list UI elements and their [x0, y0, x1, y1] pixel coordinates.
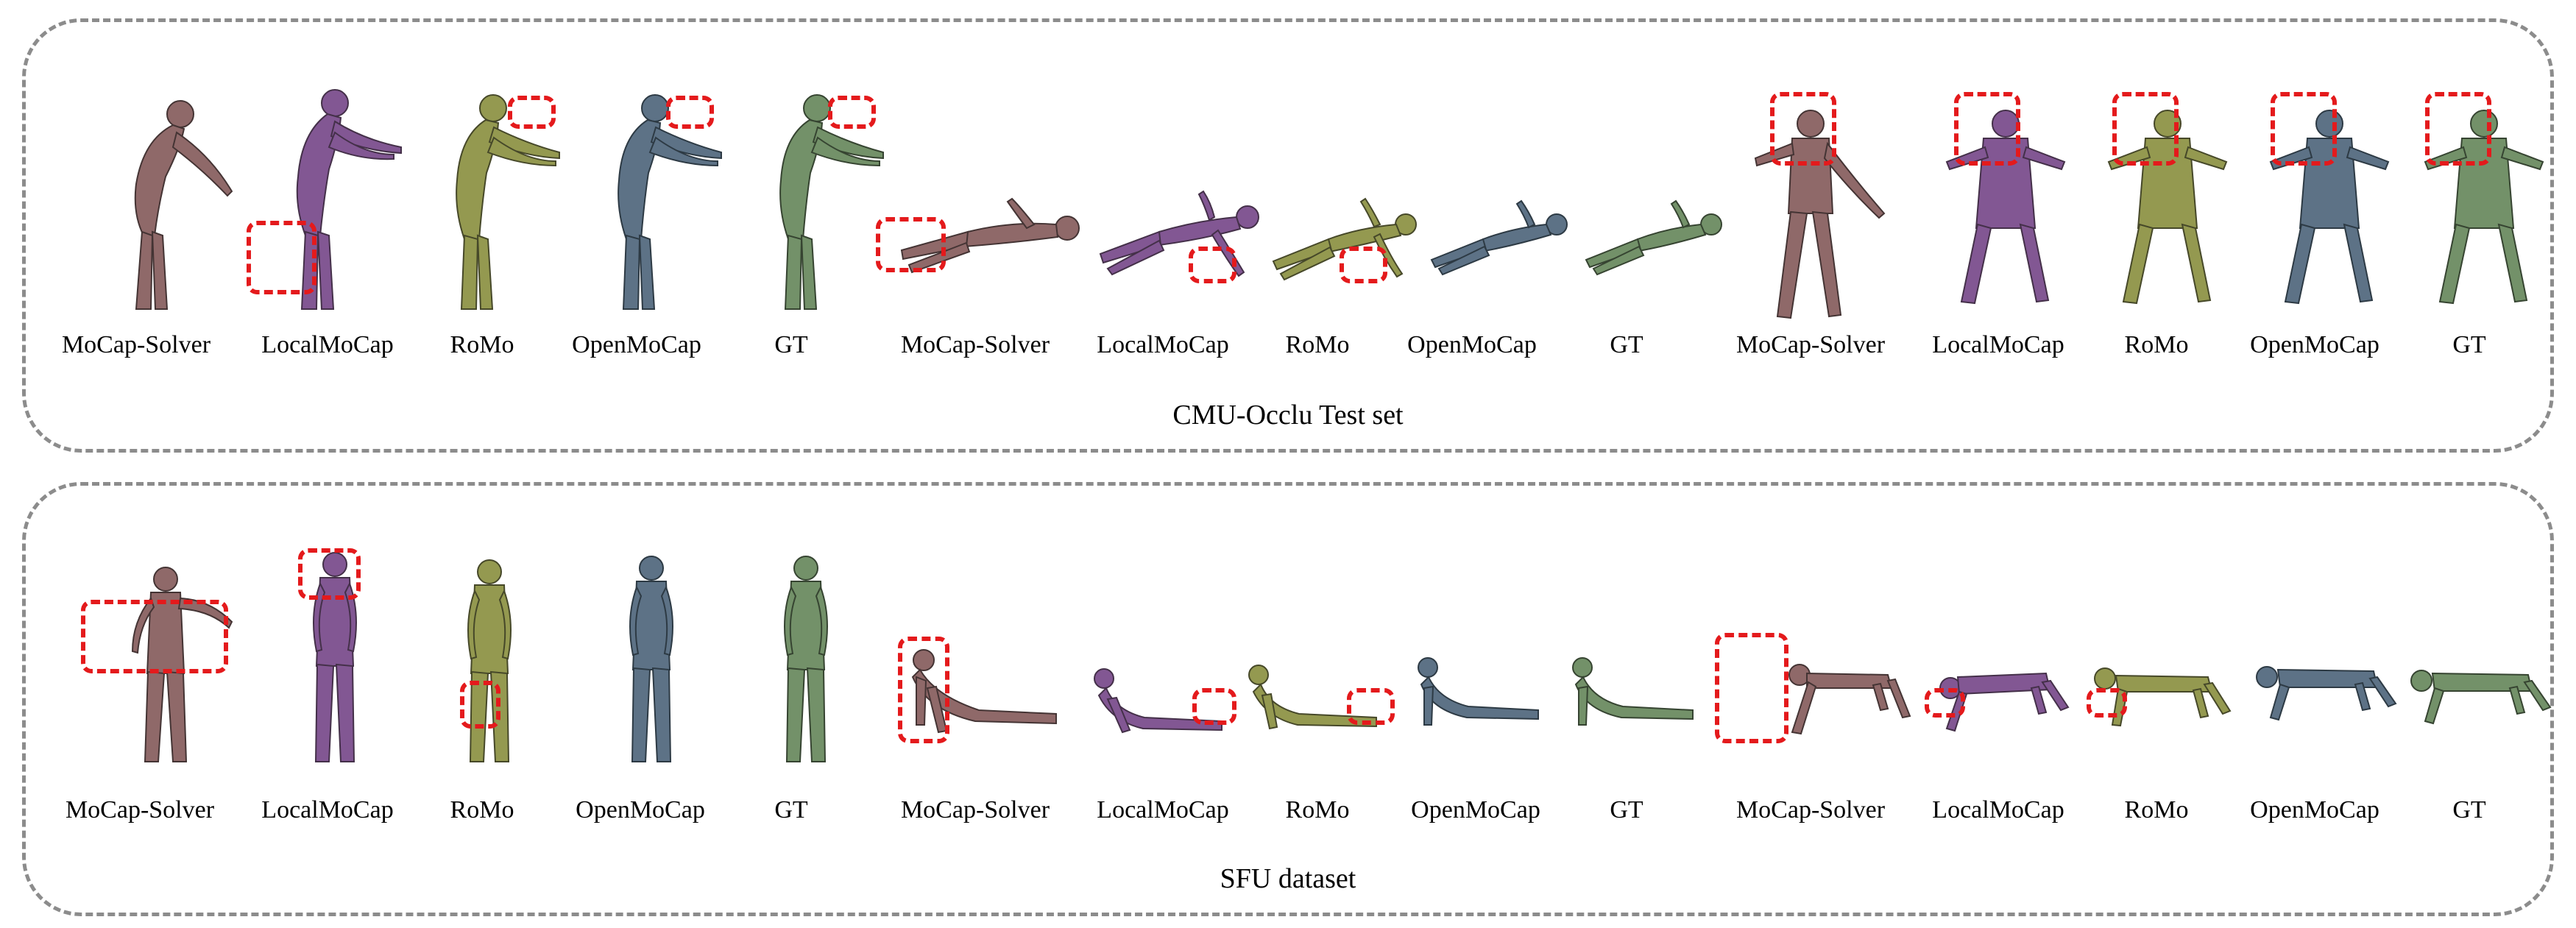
- error-highlight-box: [2271, 92, 2337, 166]
- method-caption: OpenMoCap: [1411, 796, 1540, 823]
- method-caption: MoCap-Solver: [900, 796, 1050, 823]
- method-caption: RoMo: [2124, 796, 2189, 823]
- method-caption: RoMo: [450, 796, 514, 823]
- method-caption: MoCap-Solver: [900, 331, 1050, 358]
- body-figure-openmocap: [1424, 195, 1579, 280]
- error-highlight-box: [1770, 92, 1836, 166]
- sfu-row: MoCap-Solver LocalMoCap RoMo OpenMoCap G…: [26, 486, 2552, 913]
- method-caption: GT: [2452, 331, 2486, 358]
- body-figure-localmocap: [291, 548, 379, 773]
- error-highlight-box: [247, 221, 316, 294]
- error-highlight-box: [2425, 92, 2491, 166]
- body-figure-romo: [408, 85, 570, 320]
- body-figure-localmocap: [1086, 188, 1277, 302]
- error-highlight-box: [2112, 92, 2179, 166]
- method-caption: OpenMoCap: [576, 796, 705, 823]
- body-figure-gt: [2399, 659, 2561, 743]
- error-highlight-box: [1189, 247, 1236, 283]
- error-highlight-box: [1347, 688, 1395, 725]
- method-caption: RoMo: [2124, 331, 2189, 358]
- sfu-panel: MoCap-Solver LocalMoCap RoMo OpenMoCap G…: [22, 482, 2554, 916]
- body-figure-romo: [445, 556, 534, 773]
- error-highlight-box: [1340, 247, 1387, 283]
- method-caption: MoCap-Solver: [61, 331, 211, 358]
- method-caption: MoCap-Solver: [65, 796, 215, 823]
- method-caption: RoMo: [450, 331, 514, 358]
- body-figure-openmocap: [2245, 655, 2407, 740]
- cmu-occlu-row: MoCap-Solver LocalMoCap RoMo OpenMoCap G…: [26, 22, 2550, 449]
- body-figure-mocap-solver: [92, 563, 239, 773]
- panel-title: SFU dataset: [1220, 863, 1356, 894]
- body-figure-openmocap: [570, 85, 732, 320]
- body-figure-localmocap: [1086, 662, 1233, 747]
- method-caption: GT: [2452, 796, 2486, 823]
- error-highlight-box: [2087, 688, 2127, 718]
- body-figure-gt: [732, 85, 894, 320]
- method-caption: GT: [1610, 331, 1643, 358]
- body-figure-mocap-solver: [1748, 103, 1895, 335]
- method-caption: GT: [774, 331, 808, 358]
- error-highlight-box: [1715, 633, 1788, 743]
- body-figure-mocap-solver: [887, 191, 1086, 283]
- error-highlight-box: [1925, 688, 1965, 718]
- method-caption: LocalMoCap: [1097, 796, 1229, 823]
- method-caption: LocalMoCap: [261, 331, 394, 358]
- method-caption: LocalMoCap: [1932, 796, 2064, 823]
- method-caption: MoCap-Solver: [1735, 331, 1886, 358]
- method-caption: GT: [1610, 796, 1643, 823]
- body-figure-openmocap: [2256, 103, 2403, 320]
- error-highlight-box: [460, 681, 500, 729]
- body-figure-localmocap: [1932, 103, 2079, 320]
- body-figure-romo: [1262, 191, 1432, 298]
- body-figure-openmocap: [1402, 651, 1549, 743]
- method-caption: RoMo: [1285, 331, 1350, 358]
- body-figure-gt: [2410, 103, 2558, 320]
- method-caption: LocalMoCap: [1932, 331, 2064, 358]
- body-figure-gt: [762, 552, 850, 773]
- error-highlight-box: [666, 96, 714, 129]
- method-caption: OpenMoCap: [2250, 796, 2379, 823]
- error-highlight-box: [828, 96, 876, 129]
- body-figure-mocap-solver: [85, 88, 247, 320]
- method-caption: LocalMoCap: [261, 796, 394, 823]
- error-highlight-box: [508, 96, 556, 129]
- method-caption: OpenMoCap: [572, 331, 701, 358]
- body-figure-mocap-solver: [1741, 659, 1917, 751]
- panel-title: CMU-Occlu Test set: [1172, 400, 1404, 431]
- error-highlight-box: [898, 637, 949, 743]
- error-highlight-box: [876, 217, 946, 272]
- method-caption: MoCap-Solver: [1735, 796, 1886, 823]
- body-figure-gt: [1557, 651, 1704, 743]
- error-highlight-box: [1954, 92, 2020, 166]
- method-caption: LocalMoCap: [1097, 331, 1229, 358]
- body-figure-romo: [2083, 662, 2245, 747]
- error-highlight-box: [1192, 688, 1236, 725]
- method-caption: OpenMoCap: [2250, 331, 2379, 358]
- cmu-occlu-panel: MoCap-Solver LocalMoCap RoMo OpenMoCap G…: [22, 18, 2554, 453]
- method-caption: GT: [774, 796, 808, 823]
- body-figure-gt: [1579, 195, 1733, 280]
- body-figure-openmocap: [607, 552, 696, 773]
- method-caption: RoMo: [1285, 796, 1350, 823]
- error-highlight-box: [81, 600, 228, 673]
- error-highlight-box: [298, 548, 361, 600]
- body-figure-romo: [1240, 659, 1387, 743]
- method-caption: OpenMoCap: [1407, 331, 1537, 358]
